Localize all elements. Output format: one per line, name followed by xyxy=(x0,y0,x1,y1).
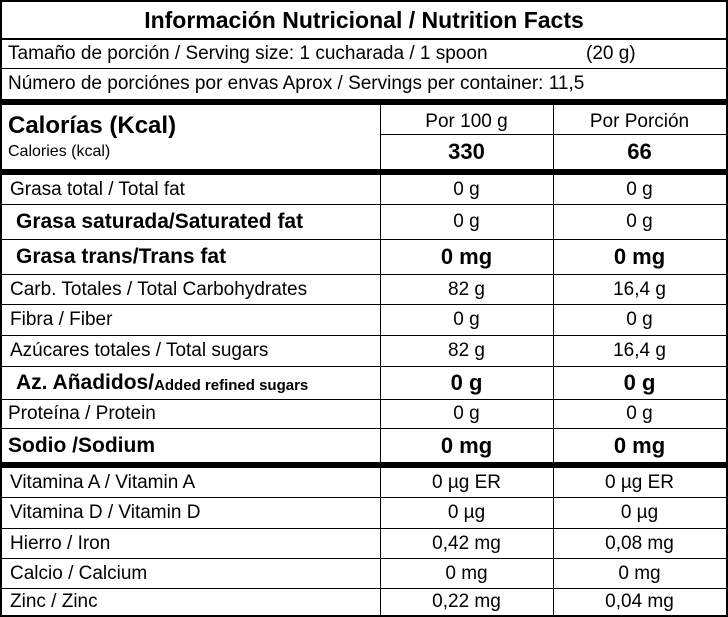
vitamin-per-100g: 0,42 mg xyxy=(432,532,501,554)
vitamin-per-portion: 0,08 mg xyxy=(605,532,674,554)
column-separator xyxy=(553,468,554,615)
nutrient-label: Grasa trans/Trans fat xyxy=(16,245,227,268)
added-sugars-sublabel: Added refined sugars xyxy=(154,376,309,394)
table-row: Zinc / Zinc 0,22 mg 0,04 mg xyxy=(2,589,726,615)
row-divider xyxy=(2,204,726,205)
vitamin-per-100g: 0 µg ER xyxy=(431,471,502,493)
nutrient-label: Fibra / Fiber xyxy=(10,309,113,330)
per-100g-header: Por 100 g xyxy=(425,110,508,132)
row-divider xyxy=(2,335,726,336)
serving-size-row: Tamaño de porción / Serving size: 1 cuch… xyxy=(2,40,726,68)
table-row: Carb. Totales / Total Carbohydrates 82 g… xyxy=(2,275,726,304)
row-divider xyxy=(2,497,726,498)
column-separator xyxy=(380,105,381,169)
nutrient-per-portion: 16,4 g xyxy=(613,340,666,361)
nutrient-per-portion: 0 g xyxy=(626,309,653,330)
nutrient-label: Carb. Totales / Total Carbohydrates xyxy=(10,278,308,300)
column-separator xyxy=(553,105,554,169)
calories-label-en: Calories (kcal) xyxy=(8,143,111,160)
column-separator xyxy=(380,175,381,462)
nutrient-per-portion: 0 g xyxy=(623,370,656,395)
table-row: Calcio / Calcium 0 mg 0 mg xyxy=(2,559,726,588)
nutrient-per-100g: 0 g xyxy=(453,403,480,424)
nutrient-per-100g: 0 g xyxy=(453,309,480,330)
row-divider xyxy=(2,399,726,400)
title-row: Información Nutricional / Nutrition Fact… xyxy=(2,2,726,38)
vitamin-label: Vitamina A / Vitamin A xyxy=(10,471,196,493)
thick-divider xyxy=(2,462,726,468)
serving-size-text: Tamaño de porción / Serving size: 1 cuch… xyxy=(2,40,726,68)
vitamin-per-portion: 0,04 mg xyxy=(605,591,674,612)
vitamin-label: Zinc / Zinc xyxy=(10,591,98,612)
thick-divider xyxy=(2,99,726,105)
nutrient-per-100g: 0 mg xyxy=(440,432,493,458)
nutrient-per-100g: 0 g xyxy=(453,178,480,200)
row-divider xyxy=(2,528,726,529)
nutrient-per-100g: 82 g xyxy=(448,340,485,361)
table-row: Proteína / Protein 0 g 0 g xyxy=(2,400,726,428)
row-divider xyxy=(2,366,726,367)
vitamin-label: Calcio / Calcium xyxy=(10,562,148,584)
nutrient-per-100g: 82 g xyxy=(448,278,485,300)
per-portion-header: Por Porción xyxy=(589,110,690,132)
table-row: Hierro / Iron 0,42 mg 0,08 mg xyxy=(2,529,726,558)
column-separator xyxy=(553,175,554,462)
vitamin-per-portion: 0 mg xyxy=(618,562,661,584)
divider xyxy=(2,38,726,40)
vitamin-per-100g: 0 mg xyxy=(445,562,488,584)
row-divider xyxy=(2,558,726,559)
nutrient-per-100g: 0 g xyxy=(453,211,480,232)
row-divider xyxy=(2,588,726,589)
table-row: Sodio /Sodium 0 mg 0 mg xyxy=(2,429,726,462)
table-row: Vitamina A / Vitamin A 0 µg ER 0 µg ER xyxy=(2,468,726,497)
nutrient-per-portion: 0 mg xyxy=(613,244,666,269)
label-title: Información Nutricional / Nutrition Fact… xyxy=(144,6,584,33)
nutrient-label: Sodio /Sodium xyxy=(8,433,155,457)
thick-divider xyxy=(2,169,726,175)
nutrient-label: Grasa saturada/Saturated fat xyxy=(16,210,304,233)
table-row: Grasa trans/Trans fat 0 mg 0 mg xyxy=(2,240,726,274)
servings-per-container-text: Número de porciónes por envas Aprox / Se… xyxy=(8,73,585,94)
nutrient-per-portion: 16,4 g xyxy=(613,278,666,300)
vitamin-per-100g: 0 µg xyxy=(447,502,486,523)
nutrient-per-portion: 0 g xyxy=(626,211,653,232)
vitamin-label: Vitamina D / Vitamin D xyxy=(10,502,201,523)
row-divider xyxy=(2,428,726,429)
serving-size-weight: (20 g) xyxy=(586,43,636,64)
vitamin-per-portion: 0 µg xyxy=(620,502,659,523)
column-separator xyxy=(380,468,381,615)
table-row: Fibra / Fiber 0 g 0 g xyxy=(2,305,726,335)
table-row: Grasa saturada/Saturated fat 0 g 0 g xyxy=(2,205,726,239)
nutrient-per-portion: 0 g xyxy=(626,178,653,200)
nutrient-per-100g: 0 g xyxy=(450,370,483,395)
nutrient-per-100g: 0 mg xyxy=(440,244,493,269)
servings-per-container-row: Número de porciónes por envas Aprox / Se… xyxy=(2,69,726,99)
calories-row: Calorías (Kcal) Calories (kcal) Por 100 … xyxy=(2,105,726,169)
row-divider xyxy=(2,304,726,305)
table-row: Vitamina D / Vitamin D 0 µg 0 µg xyxy=(2,498,726,528)
nutrient-label: Proteína / Protein xyxy=(8,403,156,424)
vitamin-per-100g: 0,22 mg xyxy=(432,591,501,612)
nutrient-per-portion: 0 mg xyxy=(613,432,666,458)
nutrient-label: Azúcares totales / Total sugars xyxy=(10,340,269,361)
vitamin-per-portion: 0 µg ER xyxy=(604,471,675,493)
added-sugars-label: Az. Añadidos/ xyxy=(16,371,155,394)
nutrient-per-portion: 0 g xyxy=(626,403,653,424)
row-divider xyxy=(2,239,726,240)
nutrient-label: Grasa total / Total fat xyxy=(10,178,185,200)
table-row: Az. Añadidos/Added refined sugars 0 g 0 … xyxy=(2,367,726,399)
nutrient-label: Az. Añadidos/Added refined sugars xyxy=(2,367,380,399)
table-row: Azúcares totales / Total sugars 82 g 16,… xyxy=(2,336,726,366)
row-divider xyxy=(2,274,726,275)
serving-size-label: Tamaño de porción / Serving size: 1 cuch… xyxy=(8,43,488,64)
divider xyxy=(2,68,726,69)
calories-per-portion: 66 xyxy=(627,138,652,164)
table-row: Grasa total / Total fat 0 g 0 g xyxy=(2,175,726,204)
calories-per-100g: 330 xyxy=(448,138,485,164)
calories-label-es: Calorías (Kcal) xyxy=(8,112,177,139)
vitamin-label: Hierro / Iron xyxy=(10,532,111,554)
